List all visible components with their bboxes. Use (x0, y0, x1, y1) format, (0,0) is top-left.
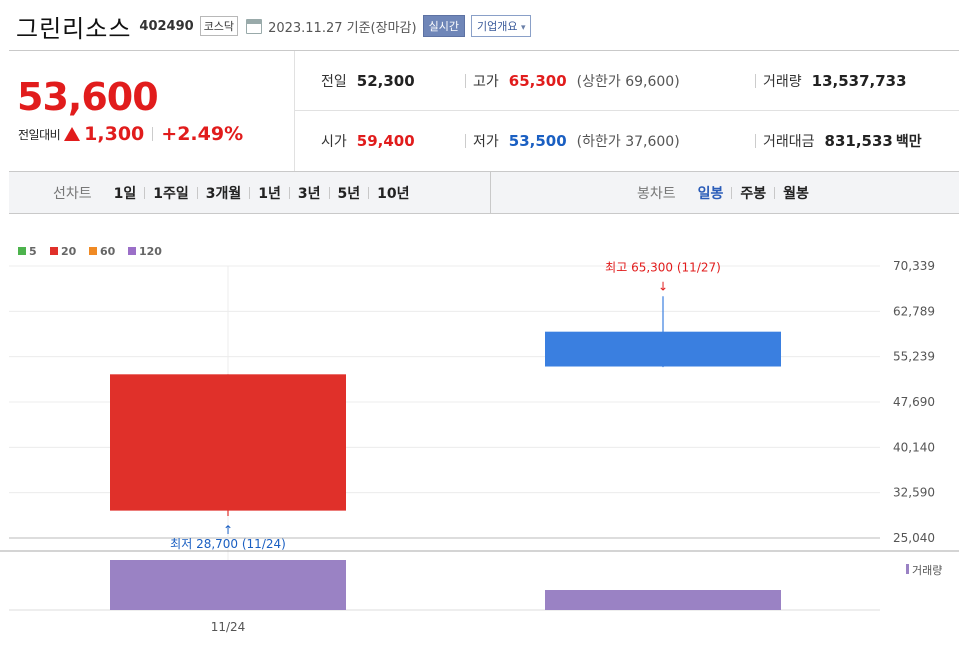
high-annotation: 최고 65,300 (11/27) (605, 260, 721, 274)
divider (755, 74, 756, 88)
open-value: 59,400 (356, 132, 415, 150)
legend-swatch-5 (18, 247, 26, 255)
low-price: 저가 53,500 (하한가 37,600) (473, 111, 680, 171)
high-price: 고가 65,300 (상한가 69,600) (473, 51, 680, 111)
divider (144, 187, 146, 199)
period-10y[interactable]: 10년 (377, 186, 410, 202)
volume-label: 거래량 (763, 74, 802, 90)
volume-value: 13,537,733 (811, 72, 907, 90)
stock-code: 402490 (139, 18, 194, 34)
divider (152, 127, 154, 141)
period-1y[interactable]: 1년 (258, 186, 281, 202)
trade-amount: 거래대금 831,533 백만 (763, 111, 922, 171)
divider (774, 187, 776, 199)
down-arrow-icon: ↓ (658, 279, 668, 293)
stock-header: 그린리소스 402490 코스닥 2023.11.27 기준(장마감) 실시간 … (16, 8, 532, 44)
candle-weekly[interactable]: 주봉 (740, 186, 767, 202)
period-1d[interactable]: 1일 (113, 186, 137, 202)
candle-monthly[interactable]: 월봉 (783, 186, 809, 202)
legend-label-20: 20 (61, 245, 77, 258)
corp-info-button[interactable]: 기업개요 ▾ (470, 15, 532, 37)
divider (465, 74, 466, 88)
low-label: 저가 (473, 134, 499, 150)
price-change: 전일대비 1,300 +2.49% (18, 123, 243, 145)
divider (755, 134, 756, 148)
y-tick-label: 25,040 (893, 531, 935, 545)
volume-legend-swatch (906, 564, 909, 574)
divider (249, 187, 251, 199)
prev-close: 전일 52,300 (321, 51, 415, 111)
amount-label: 거래대금 (763, 134, 815, 150)
chevron-down-icon: ▾ (520, 23, 526, 33)
base-date: 2023.11.27 기준(장마감) (268, 20, 417, 36)
divider (196, 187, 198, 199)
chart-toolbar: 선차트 1일 1주일 3개월 1년 3년 5년 10년 봉차트 일봉 주봉 월봉 (9, 172, 959, 214)
y-tick-label: 40,140 (893, 440, 935, 454)
open-price: 시가 59,400 (321, 111, 415, 171)
legend-swatch-60 (89, 247, 97, 255)
market-badge: 코스닥 (199, 16, 239, 36)
y-tick-label: 47,690 (893, 395, 935, 409)
price-summary: 53,600 전일대비 1,300 +2.49% 전일 52,300 고가 65… (9, 50, 959, 172)
prev-close-value: 52,300 (356, 72, 415, 90)
stats-row-1: 전일 52,300 고가 65,300 (상한가 69,600) 거래량 13,… (295, 51, 959, 111)
candlestick-chart[interactable]: 5 20 60 120 70,339 62,789 55,239 47,690 40,140 32… (0, 214, 959, 646)
realtime-button[interactable]: 실시간 (422, 15, 465, 37)
corp-info-label: 기업개요 (476, 20, 518, 33)
open-label: 시가 (321, 134, 347, 150)
period-3y[interactable]: 3년 (297, 186, 321, 202)
period-1w[interactable]: 1주일 (153, 186, 189, 202)
candle-body (545, 331, 781, 367)
up-arrow-icon: ↑ (223, 523, 233, 537)
change-amount: 1,300 (84, 123, 145, 145)
divider (328, 187, 330, 199)
line-chart-periods: 선차트 1일 1주일 3개월 1년 3년 5년 10년 (53, 172, 418, 214)
period-3m[interactable]: 3개월 (205, 186, 242, 202)
change-percent: +2.49% (161, 123, 244, 145)
stats-row-2: 시가 59,400 저가 53,500 (하한가 37,600) 거래대금 83… (295, 111, 959, 171)
legend-label-120: 120 (139, 245, 162, 258)
calendar-icon (246, 18, 263, 34)
y-tick-label: 62,789 (893, 304, 935, 318)
y-tick-label: 32,590 (893, 486, 935, 500)
volume-bar (110, 560, 346, 610)
candle-daily[interactable]: 일봉 (697, 186, 724, 202)
divider (731, 187, 733, 199)
lower-limit: (하한가 37,600) (576, 134, 680, 150)
divider (368, 187, 370, 199)
legend-label-60: 60 (100, 245, 116, 258)
high-value: 65,300 (508, 72, 567, 90)
legend-label-5: 5 (29, 245, 37, 258)
candle-chart-periods: 봉차트 일봉 주봉 월봉 (637, 172, 817, 214)
candle-chart-label: 봉차트 (637, 186, 676, 202)
amount-value: 831,533 (824, 132, 893, 150)
low-value: 53,500 (508, 132, 567, 150)
upper-limit: (상한가 69,600) (576, 74, 680, 90)
volume: 거래량 13,537,733 (763, 51, 907, 111)
divider (465, 134, 466, 148)
y-tick-label: 70,339 (893, 259, 935, 273)
prev-close-label: 전일 (321, 74, 347, 90)
period-5y[interactable]: 5년 (337, 186, 361, 202)
candle-body (110, 374, 346, 511)
volume-legend-label: 거래량 (912, 564, 942, 577)
current-price-panel: 53,600 전일대비 1,300 +2.49% (9, 51, 295, 171)
legend-swatch-120 (128, 247, 136, 255)
legend-swatch-20 (50, 247, 58, 255)
line-chart-label: 선차트 (53, 186, 92, 202)
up-triangle-icon (64, 127, 81, 141)
x-tick-label: 11/24 (211, 620, 246, 634)
stock-name: 그린리소스 (16, 14, 132, 43)
divider (288, 187, 290, 199)
y-tick-label: 55,239 (893, 350, 935, 364)
toolbar-divider (490, 172, 491, 214)
change-label: 전일대비 (18, 127, 61, 142)
current-price: 53,600 (17, 75, 159, 119)
low-annotation: 최저 28,700 (11/24) (170, 537, 286, 551)
amount-unit: 백만 (895, 134, 922, 150)
volume-bar (545, 590, 781, 610)
high-label: 고가 (473, 74, 499, 90)
